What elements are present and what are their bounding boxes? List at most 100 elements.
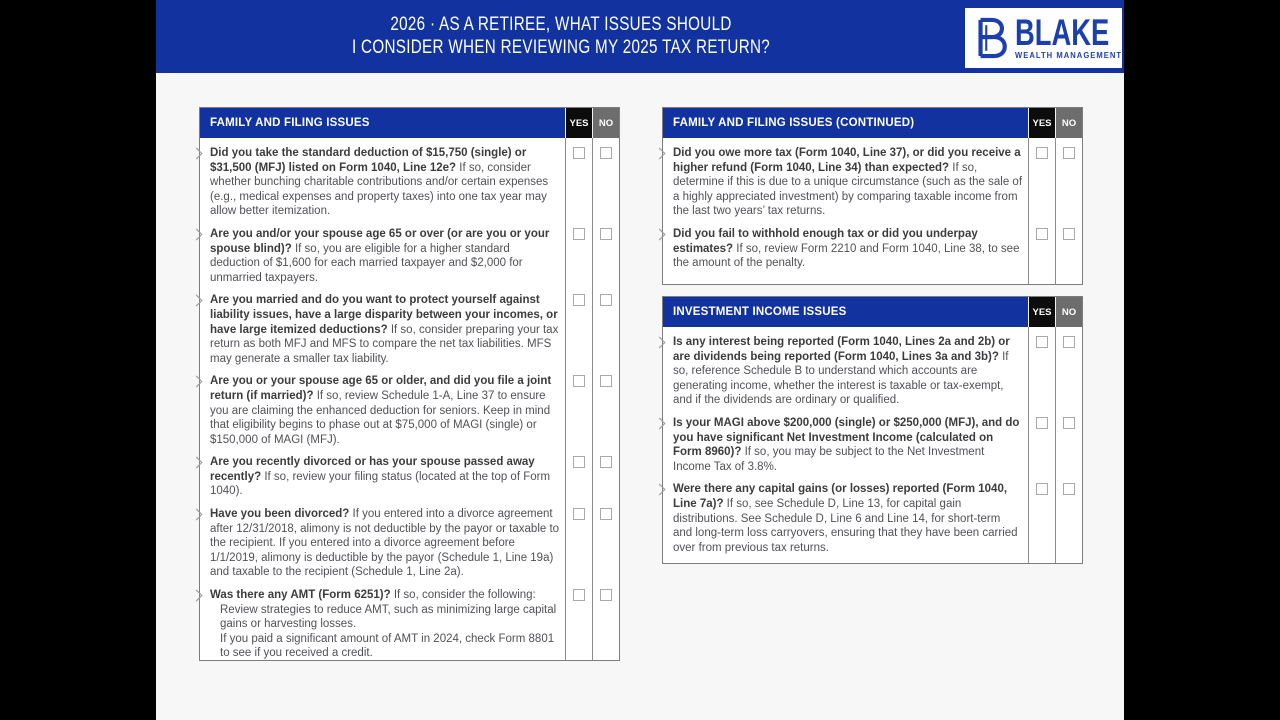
yes-cell <box>1028 327 1055 408</box>
yes-cell <box>565 218 592 286</box>
no-cell <box>592 447 619 500</box>
question-text: Is your MAGI above $200,000 (single) or … <box>658 408 1028 474</box>
company-logo: BLAKE WEALTH MANAGEMENT <box>965 8 1122 68</box>
table-row: Did you owe more tax (Form 1040, Line 37… <box>658 138 1082 219</box>
question-text: Was there any AMT (Form 6251)? If so, co… <box>195 580 565 661</box>
no-checkbox[interactable] <box>600 589 613 602</box>
yes-checkbox[interactable] <box>573 589 586 602</box>
no-checkbox[interactable] <box>1063 416 1076 429</box>
table-row: Are you recently divorced or has your sp… <box>195 447 619 500</box>
table-header: FAMILY AND FILING ISSUES YES NO <box>200 108 619 138</box>
chevron-right-icon <box>195 228 203 241</box>
yes-checkbox[interactable] <box>1036 147 1049 159</box>
question-bold: Did you take the standard deduction of $… <box>210 147 527 174</box>
question-bold: Did you owe more tax (Form 1040, Line 37… <box>673 147 1021 174</box>
yes-cell <box>565 138 592 219</box>
no-checkbox[interactable] <box>1063 336 1076 348</box>
no-checkbox[interactable] <box>600 508 613 521</box>
question-text: Have you been divorced? If you entered i… <box>195 499 565 580</box>
question-bold: Are you or your spouse age 65 or older, … <box>210 375 552 402</box>
table-title: INVESTMENT INCOME ISSUES <box>663 297 1028 327</box>
logo-text: BLAKE WEALTH MANAGEMENT <box>1015 14 1142 60</box>
table-row: Are you and/or your spouse age 65 or ove… <box>195 218 619 286</box>
question-text: Did you take the standard deduction of $… <box>195 138 565 219</box>
yes-checkbox[interactable] <box>1036 416 1049 429</box>
table-header: INVESTMENT INCOME ISSUES YES NO <box>663 297 1082 327</box>
question-detail: If so, you may be subject to the Net Inv… <box>673 446 985 473</box>
question-detail: If so, consider whether bunching charita… <box>210 161 549 218</box>
yes-cell <box>1028 138 1055 219</box>
yes-checkbox[interactable] <box>573 375 586 388</box>
question-text: Did you owe more tax (Form 1040, Line 37… <box>658 138 1028 219</box>
question-bold: Did you fail to withhold enough tax or d… <box>673 227 978 255</box>
no-checkbox[interactable] <box>600 294 613 307</box>
no-checkbox[interactable] <box>600 147 613 159</box>
question-bold: Is your MAGI above $200,000 (single) or … <box>673 416 1020 459</box>
no-checkbox[interactable] <box>1063 147 1076 159</box>
yes-checkbox[interactable] <box>1036 227 1049 240</box>
question-bold: Were there any capital gains (or losses)… <box>673 483 1008 510</box>
no-column-header: NO <box>1055 297 1082 327</box>
question-detail: If so, consider preparing your tax retur… <box>210 323 559 365</box>
table-title: FAMILY AND FILING ISSUES (CONTINUED) <box>663 108 1028 138</box>
question-sub-item: If you paid a significant amount of AMT … <box>220 632 555 660</box>
yes-cell <box>565 285 592 367</box>
no-cell <box>592 218 619 286</box>
question-detail: If so, see Schedule D, Line 13, for capi… <box>673 497 1018 554</box>
no-column-header: NO <box>1055 108 1082 138</box>
no-checkbox[interactable] <box>1063 227 1076 240</box>
question-bold: Are you married and do you want to prote… <box>210 294 558 336</box>
table-family-filing-issues: FAMILY AND FILING ISSUES YES NO Did you … <box>195 107 620 661</box>
question-bold: Are you recently divorced or has your sp… <box>210 456 535 483</box>
table-investment-income-issues: INVESTMENT INCOME ISSUES YES NO Is any i… <box>658 296 1083 564</box>
question-detail: If so, you are eligible for a higher sta… <box>210 242 523 284</box>
logo-tagline: WEALTH MANAGEMENT <box>1015 51 1123 60</box>
table-row: Was there any AMT (Form 6251)? If so, co… <box>195 580 619 661</box>
question-bold: Are you and/or your spouse age 65 or ove… <box>210 227 550 255</box>
yes-checkbox[interactable] <box>1036 483 1049 496</box>
question-detail: If so, review Schedule 1-A, Line 37 to e… <box>210 389 551 446</box>
table-row: Were there any capital gains (or losses)… <box>658 474 1082 563</box>
yes-checkbox[interactable] <box>1036 336 1049 348</box>
no-checkbox[interactable] <box>600 227 613 240</box>
yes-cell <box>1028 218 1055 284</box>
yes-checkbox[interactable] <box>573 147 586 159</box>
yes-checkbox[interactable] <box>573 456 586 469</box>
no-cell <box>592 499 619 581</box>
yes-checkbox[interactable] <box>573 227 586 240</box>
question-detail: If so, reference Schedule B to understan… <box>673 350 1009 407</box>
yes-cell <box>565 580 592 661</box>
table-title: FAMILY AND FILING ISSUES <box>200 108 565 138</box>
table-row: Have you been divorced? If you entered i… <box>195 499 619 581</box>
chevron-right-icon <box>195 147 203 160</box>
question-bold: Was there any AMT (Form 6251)? <box>210 589 391 602</box>
no-cell <box>1055 407 1082 475</box>
no-cell <box>592 138 619 219</box>
table-row: Did you fail to withhold enough tax or d… <box>658 218 1082 284</box>
yes-column-header: YES <box>1028 108 1055 138</box>
table-header: FAMILY AND FILING ISSUES (CONTINUED) YES… <box>663 108 1082 138</box>
no-cell <box>592 580 619 661</box>
no-cell <box>1055 218 1082 284</box>
question-detail: If so, determine if this is due to a uni… <box>673 161 1023 218</box>
no-cell <box>1055 474 1082 563</box>
question-detail: If so, consider the following: <box>390 589 536 602</box>
no-checkbox[interactable] <box>600 375 613 388</box>
blake-b-monogram-icon <box>978 17 1007 59</box>
no-cell <box>592 285 619 367</box>
chevron-right-icon <box>195 456 203 469</box>
chevron-right-icon <box>658 147 666 160</box>
no-checkbox[interactable] <box>1063 483 1076 496</box>
document-page: 2026 · AS A RETIREE, WHAT ISSUES SHOULD … <box>156 0 1124 720</box>
no-checkbox[interactable] <box>600 456 613 469</box>
question-sub-item: Review strategies to reduce AMT, such as… <box>220 603 557 631</box>
page-title: 2026 · AS A RETIREE, WHAT ISSUES SHOULD … <box>156 13 966 59</box>
no-cell <box>1055 138 1082 219</box>
question-text: Is any interest being reported (Form 104… <box>658 327 1028 408</box>
chevron-right-icon <box>195 294 203 307</box>
yes-checkbox[interactable] <box>573 294 586 307</box>
yes-checkbox[interactable] <box>573 508 586 521</box>
page-title-line1: 2026 · AS A RETIREE, WHAT ISSUES SHOULD <box>390 14 732 35</box>
question-text: Are you or your spouse age 65 or older, … <box>195 366 565 447</box>
